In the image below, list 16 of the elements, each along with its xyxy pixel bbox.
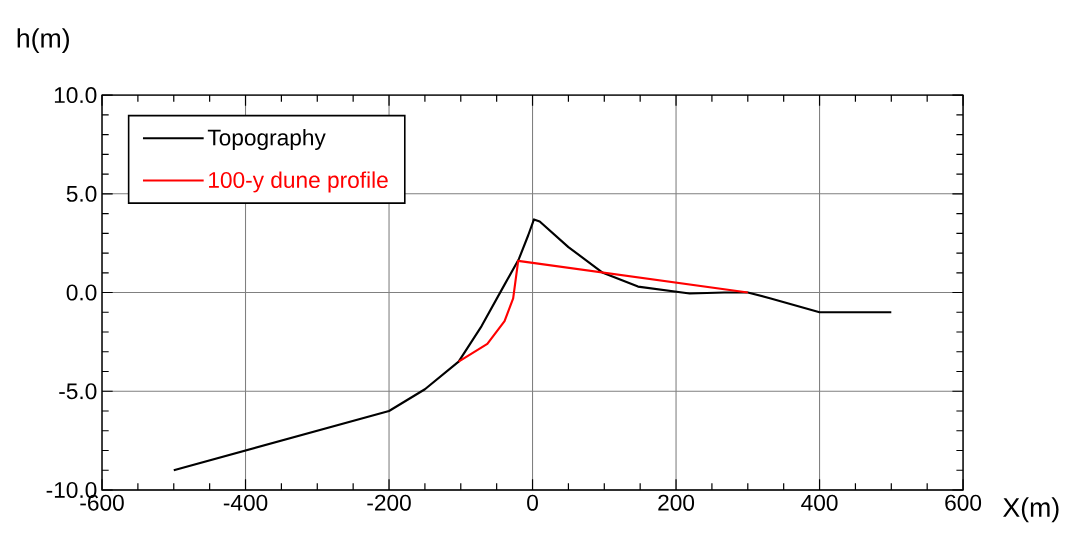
- x-tick-label: 400: [801, 494, 838, 511]
- x-tick-label: 0: [527, 494, 538, 511]
- legend-label: 100-y dune profile: [209, 171, 388, 193]
- y-tick-label: 0.0: [66, 284, 97, 301]
- y-axis-title: h(m): [17, 28, 69, 54]
- x-axis-title: X(m): [1003, 497, 1059, 523]
- x-tick-label: -200: [367, 494, 411, 511]
- x-tick-label: -400: [223, 494, 268, 511]
- x-tick-label: 600: [945, 494, 982, 511]
- y-tick-label: -5.0: [59, 383, 97, 400]
- x-tick-label: 200: [658, 494, 695, 511]
- y-tick-label: 10.0: [54, 87, 97, 104]
- legend-label: Topography: [207, 128, 326, 151]
- y-tick-label: 5.0: [66, 185, 97, 202]
- line-series: [172, 218, 893, 472]
- line-series: [457, 259, 749, 363]
